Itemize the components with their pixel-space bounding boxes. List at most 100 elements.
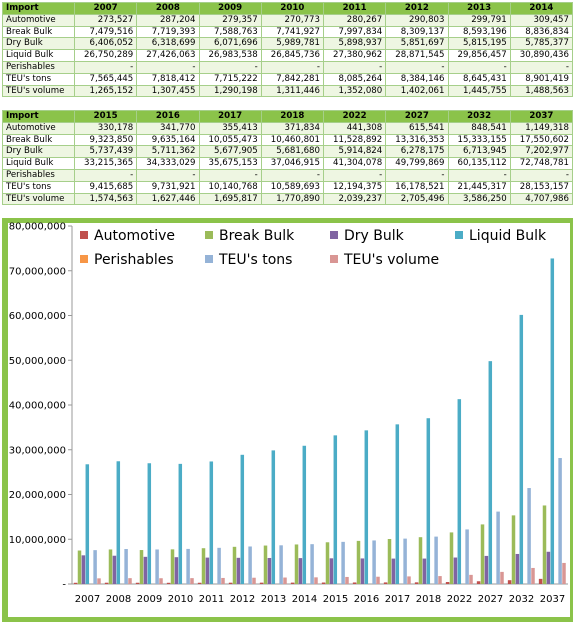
table-cell: 28,153,157 [509, 180, 574, 194]
bar-teu-s-volume-2016 [376, 576, 380, 584]
table-cell: 309,457 [509, 13, 574, 27]
y-tick-label: - [62, 580, 66, 591]
table-cell: 9,323,850 [73, 133, 138, 147]
bar-dry-bulk-2015 [329, 558, 334, 584]
x-tick-label: 2010 [168, 594, 193, 605]
bar-break-bulk-2009 [139, 550, 144, 584]
table-cell: 8,901,419 [509, 72, 574, 86]
chart-panel [8, 223, 570, 617]
table-cell: - [447, 60, 511, 74]
table-row: TEU's tons 7,565,445 7,818,412 7,715,222 7,8… [2, 72, 574, 86]
year-header-cell: 2012 [385, 2, 449, 15]
table-cell: 7,719,393 [136, 25, 200, 39]
table-header-row: Import 2015 2016 2017 2018 2022 2027 2032 2037 [2, 110, 574, 123]
legend-label-automotive: Automotive [94, 228, 175, 244]
table-row: TEU's volume 1,574,563 1,627,446 1,695,817 1… [2, 192, 574, 206]
bar-teu-s-volume-2015 [345, 576, 349, 584]
table-cell: 5,914,824 [322, 145, 387, 159]
y-tick-label: 50,000,000 [9, 356, 66, 367]
bar-liquid-bulk-2013 [271, 450, 276, 584]
import-table-2007-2014: Import 2007 2008 2009 2010 2011 2012 2013 2014 Au… [2, 2, 574, 98]
table-cell: 4,707,986 [509, 192, 574, 206]
bar-teu-s-volume-2032 [531, 567, 535, 584]
table-cell: - [260, 168, 325, 182]
table-cell: 287,204 [136, 13, 200, 27]
bar-automotive-2022 [445, 582, 450, 584]
table-cell: 290,803 [385, 13, 449, 27]
table-cell: 6,071,696 [198, 37, 262, 51]
table-cell: 2,039,237 [322, 192, 387, 206]
table-cell: - [447, 168, 511, 182]
bar-dry-bulk-2018 [422, 558, 427, 584]
table-cell: 8,645,431 [447, 72, 511, 86]
row-label: Break Bulk [2, 133, 75, 147]
import-bar-chart: - 10,000,000 20,000,000 30,000,000 40,000,00… [8, 222, 570, 617]
table-cell: 3,586,250 [447, 192, 511, 206]
table-cell: 35,675,153 [198, 157, 262, 170]
row-label: TEU's tons [2, 180, 75, 194]
table-cell: 1,627,446 [136, 192, 200, 206]
bar-automotive-2018 [414, 582, 419, 584]
table-row: Automotive 273,527 287,204 279,357 270,773 28… [2, 13, 574, 27]
bar-break-bulk-2011 [201, 548, 206, 584]
row-label: Perishables [2, 168, 75, 182]
table-cell: 1,290,198 [198, 84, 262, 98]
table-cell: 9,415,685 [73, 180, 138, 194]
table-cell: - [322, 60, 387, 74]
table-cell: 273,527 [73, 13, 138, 27]
bar-break-bulk-2007 [77, 550, 82, 584]
table-cell: 279,357 [198, 13, 262, 27]
table-cell: 270,773 [260, 13, 325, 27]
x-tick-label: 2027 [478, 594, 503, 605]
table-cell: 299,791 [447, 13, 511, 27]
table-cell: 33,215,365 [73, 157, 138, 170]
table-cell: 17,550,602 [509, 133, 574, 147]
table-cell: - [385, 168, 449, 182]
bar-teu-s-volume-2011 [221, 577, 225, 584]
table-cell: - [509, 168, 574, 182]
bar-teu-s-volume-2017 [407, 576, 411, 584]
bar-automotive-2016 [352, 582, 357, 584]
table-cell: 12,194,375 [322, 180, 387, 194]
bar-dry-bulk-2032 [515, 553, 520, 584]
table-cell: 10,460,801 [260, 133, 325, 147]
legend-swatch-break-bulk [205, 231, 213, 239]
table-cell: - [136, 168, 200, 182]
year-header-cell: 2010 [260, 2, 325, 15]
bar-break-bulk-2012 [232, 546, 237, 584]
table-cell: 5,677,905 [198, 145, 262, 159]
y-tick-label: 80,000,000 [9, 222, 66, 233]
bar-dry-bulk-2017 [391, 558, 396, 584]
legend-swatch-automotive [80, 231, 88, 239]
table-cell: 1,695,817 [198, 192, 262, 206]
bar-dry-bulk-2010 [174, 557, 179, 584]
bar-teu-s-tons-2009 [155, 549, 159, 584]
table-cell: 10,589,693 [260, 180, 325, 194]
table-cell: 6,278,175 [385, 145, 449, 159]
table-row: Break Bulk 7,479,516 7,719,393 7,588,763 7,7… [2, 25, 574, 39]
bar-automotive-2032 [507, 580, 512, 584]
year-header-cell: 2008 [136, 2, 200, 15]
y-tick-label: 10,000,000 [9, 535, 66, 546]
year-header-cell: 2007 [73, 2, 138, 15]
table-cell: 7,741,927 [260, 25, 325, 39]
bar-automotive-2027 [476, 581, 481, 584]
bar-break-bulk-2015 [325, 542, 330, 584]
x-tick-label: 2037 [540, 594, 565, 605]
bar-automotive-2014 [290, 582, 295, 584]
table-header-label: Import [2, 2, 75, 15]
bar-teu-s-tons-2008 [124, 549, 128, 584]
x-tick-label: 2022 [447, 594, 472, 605]
table-cell: 10,140,768 [198, 180, 262, 194]
table-cell: 9,635,164 [136, 133, 200, 147]
bar-liquid-bulk-2009 [147, 463, 152, 584]
bar-teu-s-volume-2012 [252, 577, 256, 584]
table-cell: 1,770,890 [260, 192, 325, 206]
year-header-cell: 2009 [198, 2, 262, 15]
bar-break-bulk-2014 [294, 544, 299, 584]
x-tick-label: 2009 [137, 594, 162, 605]
table-cell: 5,785,377 [509, 37, 574, 51]
table-cell: 11,528,892 [322, 133, 387, 147]
bar-liquid-bulk-2012 [240, 454, 245, 584]
bar-liquid-bulk-2032 [519, 314, 524, 584]
